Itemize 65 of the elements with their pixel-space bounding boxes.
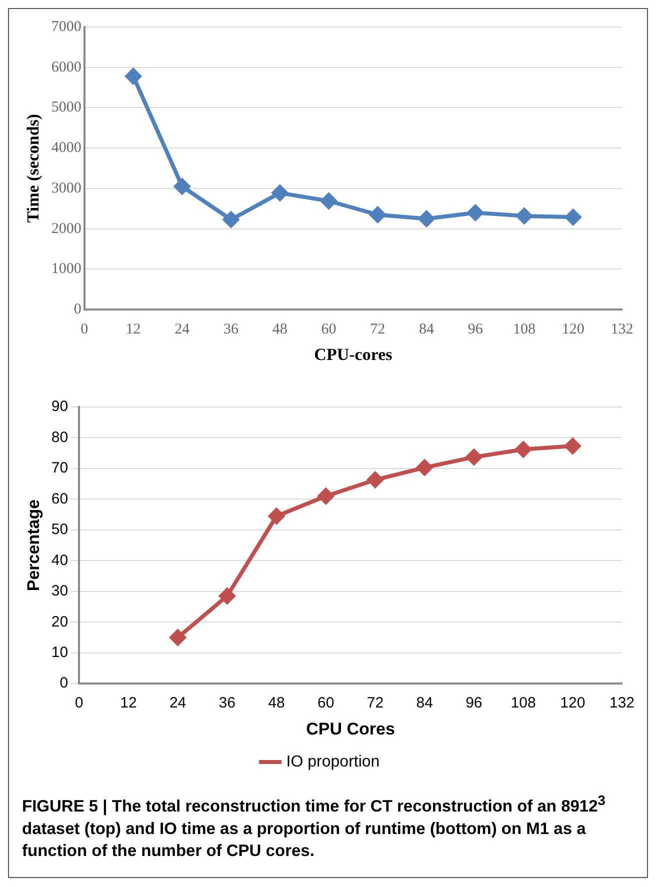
y-tick-label: 5000 bbox=[51, 100, 82, 116]
x-tick-label: 132 bbox=[610, 322, 634, 338]
point bbox=[219, 588, 236, 604]
x-tick-label: 24 bbox=[169, 694, 186, 712]
y-tick-label: 4000 bbox=[51, 140, 82, 156]
y-tick-label: 7000 bbox=[51, 18, 82, 35]
point bbox=[416, 460, 433, 476]
point bbox=[515, 441, 532, 458]
x-tick-label: 12 bbox=[120, 694, 137, 712]
y-axis-title: Time (seconds) bbox=[24, 114, 43, 223]
y-tick-label: 0 bbox=[74, 302, 82, 318]
point bbox=[466, 449, 482, 466]
x-tick-label: 120 bbox=[562, 322, 584, 338]
point bbox=[564, 438, 581, 454]
y-tick-label: 10 bbox=[51, 644, 68, 662]
x-tick-label: 36 bbox=[218, 694, 236, 712]
y-tick-label: 80 bbox=[51, 428, 68, 446]
y-tick-label: 20 bbox=[51, 613, 68, 630]
y-tick-label: 90 bbox=[51, 398, 68, 416]
x-tick-label: 48 bbox=[272, 322, 288, 338]
y-tick-label: 6000 bbox=[51, 59, 82, 76]
point bbox=[170, 630, 186, 646]
x-tick-label: 108 bbox=[510, 694, 536, 712]
point bbox=[318, 488, 334, 504]
point bbox=[174, 178, 190, 194]
x-tick-label: 12 bbox=[126, 322, 141, 338]
point bbox=[370, 206, 386, 223]
y-tick-label: 0 bbox=[60, 674, 68, 692]
y-axis-title: Percentage bbox=[24, 499, 43, 592]
x-tick-label: 72 bbox=[370, 322, 386, 338]
x-tick-label: 60 bbox=[318, 694, 334, 712]
point bbox=[418, 210, 435, 227]
y-tick-label: 1000 bbox=[51, 261, 82, 278]
x-tick-label: 108 bbox=[513, 322, 536, 338]
x-axis-title: CPU-cores bbox=[314, 345, 393, 364]
y-tick-label: 2000 bbox=[51, 220, 82, 237]
x-tick-label: 48 bbox=[268, 694, 285, 712]
y-tick-label: 70 bbox=[51, 460, 68, 477]
y-tick-label: 3000 bbox=[51, 180, 82, 196]
y-tick-label: 30 bbox=[51, 582, 68, 600]
y-tick-label: 50 bbox=[51, 521, 68, 538]
x-tick-label: 24 bbox=[174, 322, 190, 338]
x-tick-label: 96 bbox=[466, 694, 482, 712]
point bbox=[125, 68, 142, 84]
y-tick-label: 40 bbox=[51, 552, 68, 569]
x-tick-label: 84 bbox=[419, 322, 435, 338]
x-tick-label: 132 bbox=[609, 694, 635, 712]
text: FIGURE 5 | The total reconstruction time for CT reconstruction of an 8912$^{3}$ dataset (top) and IO time as a proportion of runtime (bottom) on M1 as a function of the number of CPU cores. bbox=[22, 793, 606, 860]
point bbox=[565, 209, 582, 226]
legend-label: IO proportion bbox=[286, 753, 380, 770]
y-tick-label: 60 bbox=[51, 490, 68, 508]
point bbox=[516, 208, 532, 224]
point bbox=[320, 193, 337, 209]
x-tick-label: 72 bbox=[366, 694, 384, 712]
x-tick-label: 36 bbox=[224, 322, 240, 338]
point bbox=[467, 204, 484, 221]
point bbox=[223, 212, 240, 228]
x-axis-title: CPU Cores bbox=[306, 719, 395, 738]
point bbox=[367, 472, 384, 488]
point bbox=[272, 184, 288, 201]
x-tick-label: 84 bbox=[416, 694, 433, 712]
x-tick-label: 60 bbox=[321, 322, 336, 338]
x-tick-label: 96 bbox=[468, 322, 484, 338]
x-tick-label: 120 bbox=[560, 694, 586, 712]
point bbox=[268, 508, 285, 524]
